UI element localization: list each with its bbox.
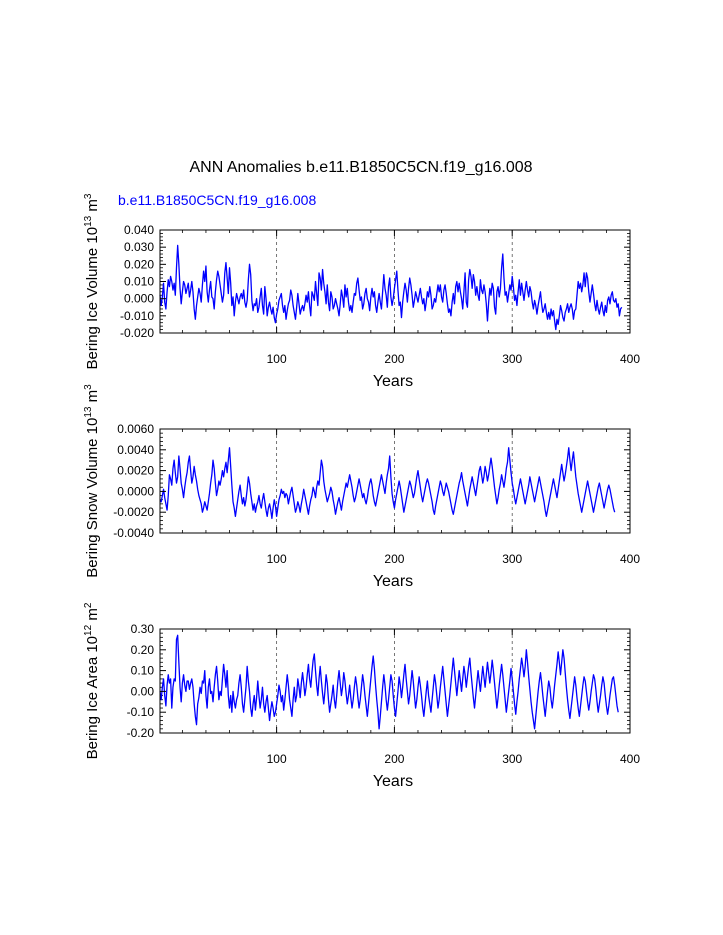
y-tick-label: 0.010 xyxy=(124,275,154,289)
y-axis-label-main: Bering Ice Volume 10 xyxy=(84,227,101,370)
x-tick-label: 300 xyxy=(502,752,522,766)
data-series-line xyxy=(159,244,623,331)
y-tick-label: -0.010 xyxy=(120,309,154,323)
x-tick-label: 300 xyxy=(502,552,522,566)
y-axis-label-exp2: 3 xyxy=(83,193,94,199)
y-tick-label: -0.20 xyxy=(127,726,155,740)
y-tick-label: 0.020 xyxy=(124,257,154,271)
y-tick-label: -0.0020 xyxy=(113,505,154,519)
chart-panel-3: -0.20 -0.10 0.00 0.10 0.20 0.30 100 200 300 400 Ye… xyxy=(83,602,640,790)
y-axis-label: Bering Ice Area 1012 m2 xyxy=(83,602,101,759)
y-axis-label-main: Bering Snow Volume 10 xyxy=(84,418,101,578)
y-tick-label: 0.10 xyxy=(131,664,155,678)
plot-frame xyxy=(159,628,631,734)
y-tick-label: 0.00 xyxy=(131,684,155,698)
y-tick-label: -0.10 xyxy=(127,705,155,719)
y-axis-label: Bering Ice Volume 1013 m3 xyxy=(83,193,101,369)
x-tick-label: 300 xyxy=(502,352,522,366)
x-tick-label: 400 xyxy=(620,552,640,566)
y-tick-label: 0.0060 xyxy=(117,422,154,436)
x-tick-label: 100 xyxy=(267,752,287,766)
y-axis-label-main: Bering Ice Area 10 xyxy=(84,636,101,759)
y-axis-label-exp2: 3 xyxy=(83,384,94,390)
y-tick-label: 0.040 xyxy=(124,223,154,237)
y-axis-label-exp2: 2 xyxy=(83,602,94,608)
y-axis-label-exp1: 12 xyxy=(83,624,94,636)
x-tick-label: 200 xyxy=(384,352,404,366)
chart-panel-2: -0.0040 -0.0020 0.0000 0.0020 0.0040 0.0060 10… xyxy=(83,384,640,590)
x-axis-label: Years xyxy=(373,373,413,390)
y-axis-label-unit: m xyxy=(84,390,101,407)
y-tick-label: 0.0000 xyxy=(117,484,154,498)
x-tick-label: 400 xyxy=(620,752,640,766)
figure-title: ANN Anomalies b.e11.B1850C5CN.f19_g16.00… xyxy=(189,159,532,176)
x-tick-label: 100 xyxy=(267,352,287,366)
y-tick-label: 0.30 xyxy=(131,622,155,636)
x-axis-label: Years xyxy=(373,773,413,790)
case-label: b.e11.B1850C5CN.f19_g16.008 xyxy=(118,192,316,208)
y-tick-label: 0.20 xyxy=(131,643,155,657)
x-tick-label: 200 xyxy=(384,752,404,766)
x-tick-label: 200 xyxy=(384,552,404,566)
y-tick-label: 0.030 xyxy=(124,240,154,254)
y-tick-label: 0.0020 xyxy=(117,464,154,478)
x-tick-label: 400 xyxy=(620,352,640,366)
data-series-line xyxy=(159,634,619,730)
y-axis-label-unit: m xyxy=(84,608,101,625)
y-axis-label-exp1: 13 xyxy=(83,215,94,227)
y-tick-label: -0.020 xyxy=(120,326,154,340)
x-tick-label: 100 xyxy=(267,552,287,566)
chart-panel-1: -0.020 -0.010 0.000 0.010 0.020 0.030 0.040 100… xyxy=(83,193,640,390)
y-tick-label: 0.000 xyxy=(124,292,154,306)
x-axis-label: Years xyxy=(373,573,413,590)
y-axis-label: Bering Snow Volume 1013 m3 xyxy=(83,384,101,578)
data-series-line xyxy=(159,447,616,520)
y-axis-label-unit: m xyxy=(84,199,101,216)
y-axis-label-exp1: 13 xyxy=(83,406,94,418)
plot-frame xyxy=(159,428,631,534)
y-tick-label: -0.0040 xyxy=(113,526,154,540)
y-tick-label: 0.0040 xyxy=(117,443,154,457)
